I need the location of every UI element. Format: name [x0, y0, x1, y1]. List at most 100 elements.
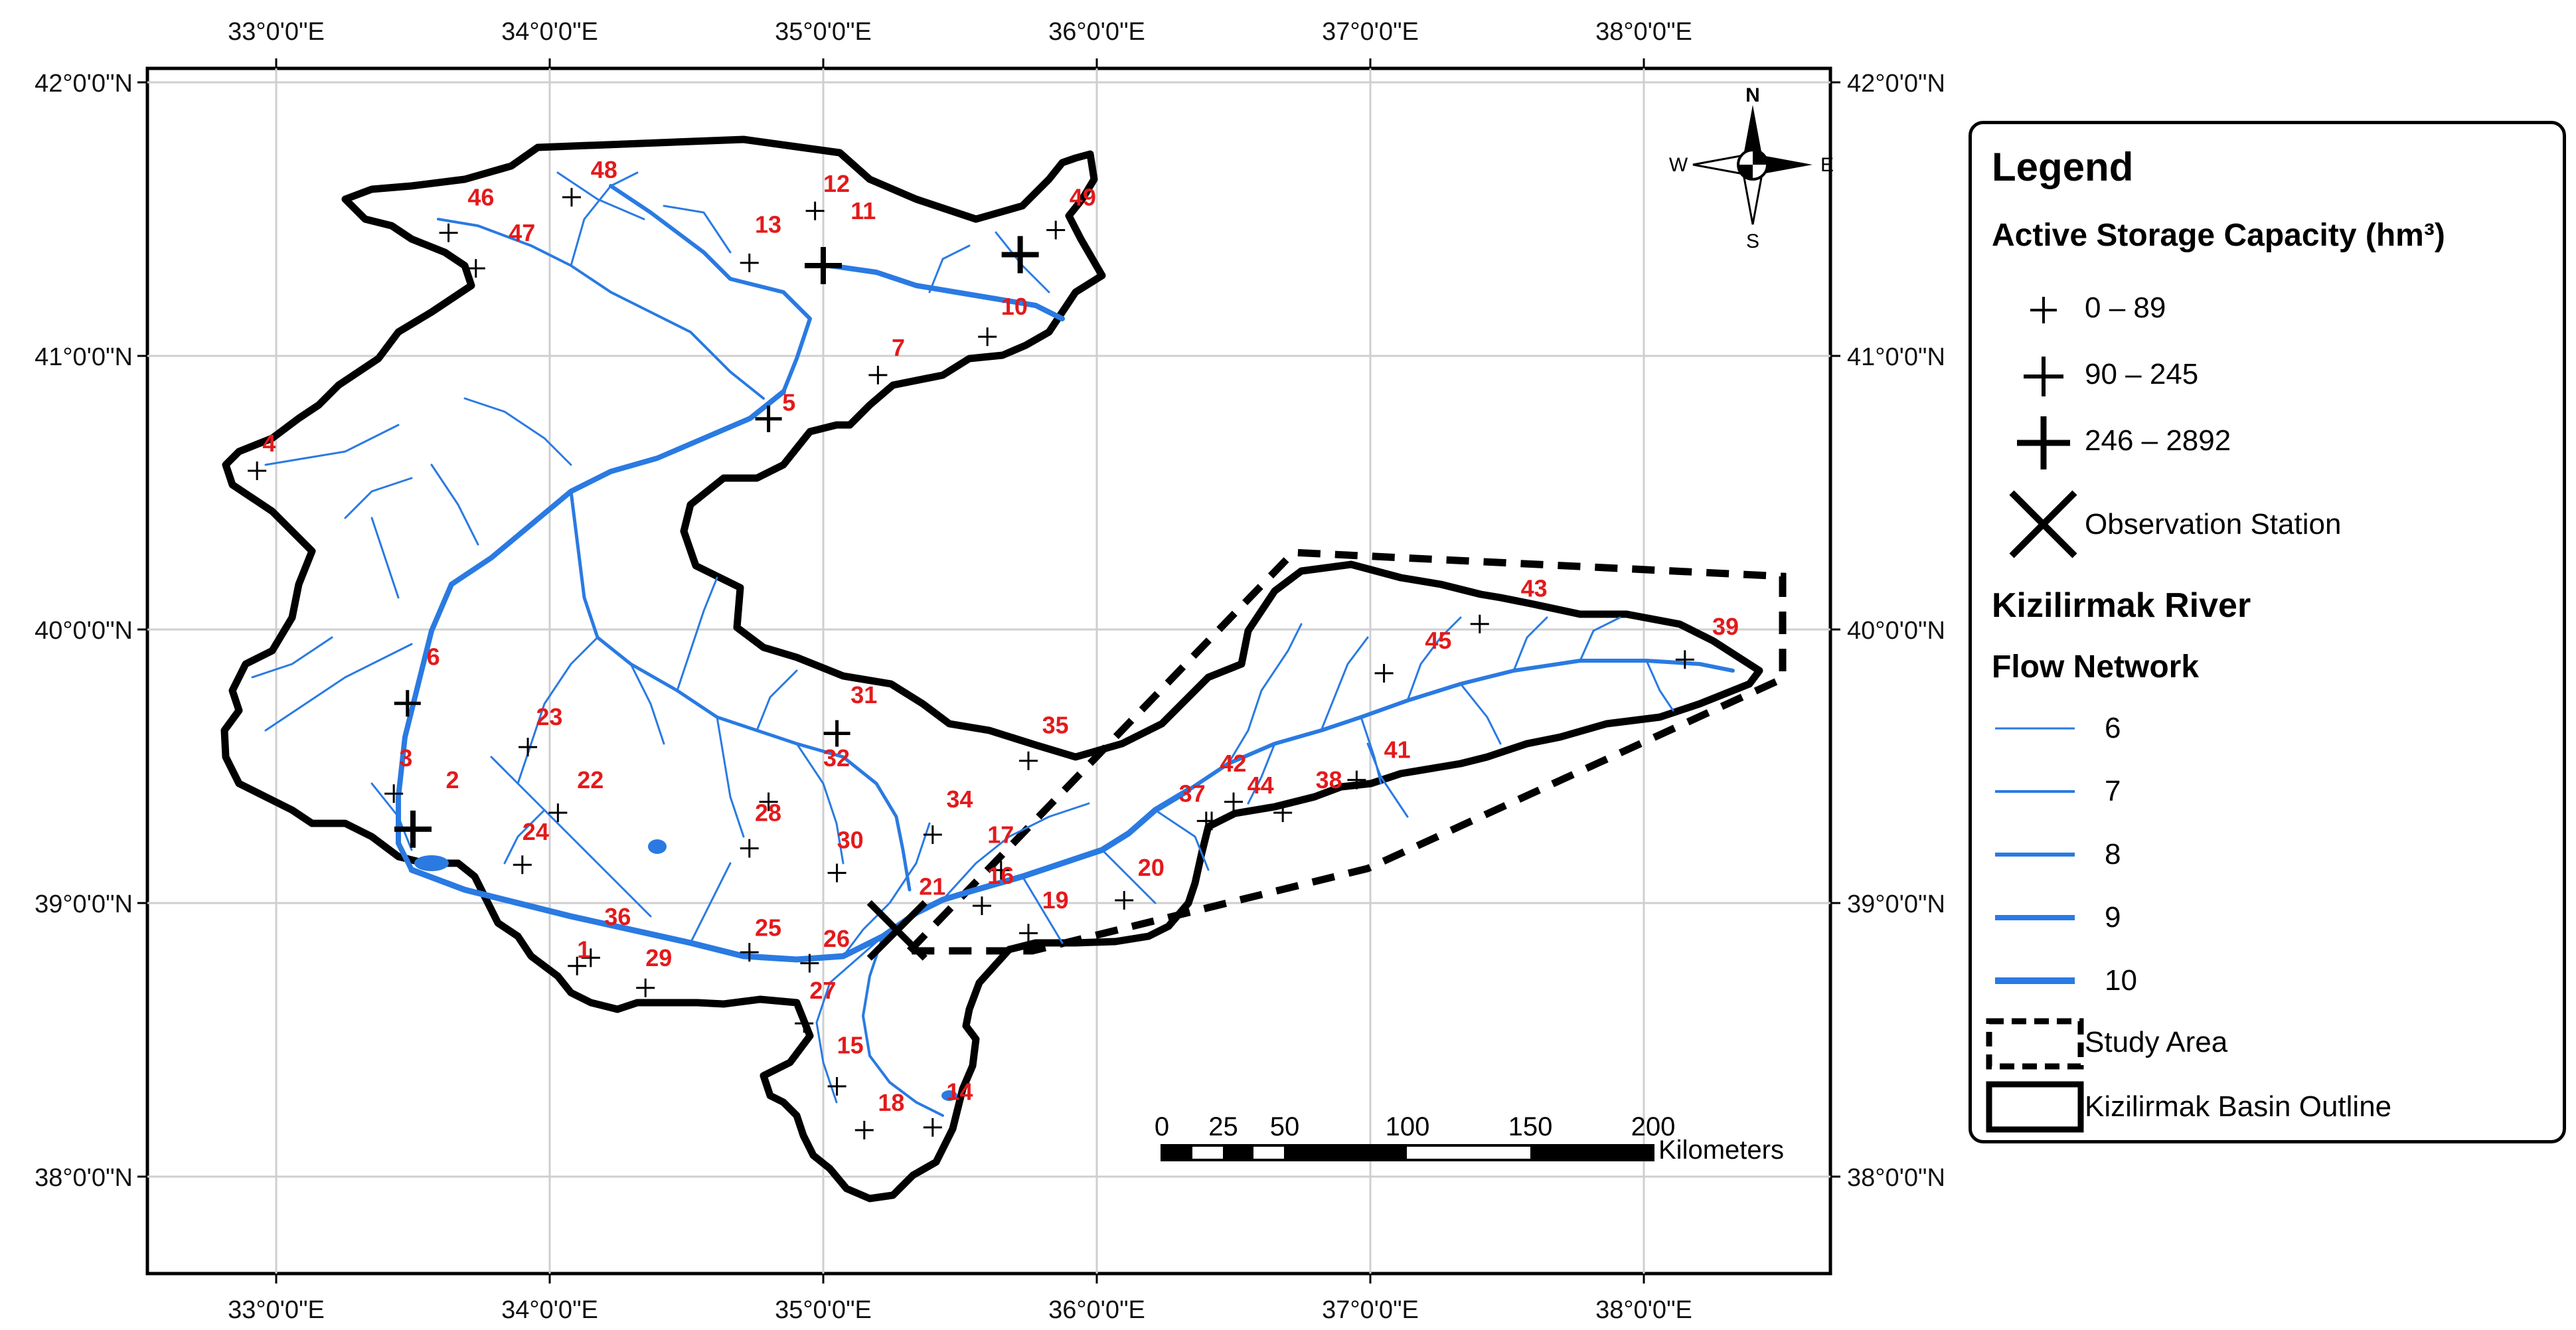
- east-label: E: [1820, 154, 1834, 176]
- scale-tick-label: 0: [1155, 1112, 1169, 1141]
- reservoir-label: 24: [523, 818, 549, 845]
- reservoir-label: 23: [536, 703, 562, 730]
- reservoir-label: 47: [509, 219, 535, 246]
- reservoir-label: 17: [987, 821, 1014, 848]
- capacity-class-1: 0 – 89: [2085, 291, 2166, 324]
- reservoir-cross-icon: [581, 948, 600, 967]
- west-label: W: [1669, 154, 1688, 176]
- reservoir-label: 25: [755, 914, 781, 941]
- reservoir-cross-icon: [466, 259, 485, 278]
- lat-label-left: 38°0'0"N: [35, 1164, 133, 1192]
- reservoir-cross-icon: [740, 943, 759, 962]
- flow-order-8: 8: [2105, 838, 2121, 871]
- scale-tick-label: 150: [1508, 1112, 1553, 1141]
- reservoir-cross-icon: [394, 810, 432, 848]
- lon-label-top: 33°0'0"E: [228, 18, 325, 46]
- lat-label-left: 42°0'0"N: [35, 70, 133, 98]
- reservoir-cross-icon: [868, 365, 888, 384]
- reservoir-label: 15: [837, 1032, 864, 1059]
- reservoir-cross-icon: [740, 839, 759, 858]
- reservoir-cross-icon: [1115, 890, 1134, 910]
- reservoir-cross-icon: [854, 1120, 874, 1139]
- basin-outline: [220, 135, 1763, 1203]
- reservoir-label: 2: [445, 766, 459, 793]
- basin-outline-label: Kizilirmak Basin Outline: [2085, 1090, 2392, 1123]
- graticule: [147, 68, 1830, 1274]
- reservoir-cross-icon: [1675, 650, 1694, 669]
- reservoir-label: 43: [1521, 575, 1548, 602]
- north-arrow-icon: N S E W: [1669, 84, 1834, 252]
- reservoir-cross-icon: [978, 327, 997, 347]
- lon-label-bottom: 36°0'0"E: [1048, 1296, 1145, 1324]
- reservoir-label: 20: [1138, 854, 1165, 881]
- reservoir-label: 13: [755, 211, 781, 238]
- river-network: [251, 171, 1735, 1117]
- north-label: N: [1745, 84, 1760, 106]
- reservoir-label: 42: [1220, 750, 1246, 777]
- reservoir-label: 26: [823, 925, 850, 952]
- flow-order-9: 9: [2105, 901, 2121, 934]
- reservoir-label: 5: [782, 388, 795, 416]
- lon-label-top: 37°0'0"E: [1322, 18, 1419, 46]
- map-frame: [145, 66, 1832, 1276]
- lon-label-bottom: 38°0'0"E: [1595, 1296, 1692, 1324]
- reservoir-cross-icon: [800, 954, 819, 973]
- reservoir-cross-icon: [384, 784, 404, 803]
- axis-labels: 33°0'0"E 33°0'0"E 34°0'0"E 34°0'0"E 35°0'0"E…: [35, 18, 1945, 1324]
- reservoir-cross-icon: [636, 978, 655, 997]
- reservoir-cross-icon: [740, 253, 759, 272]
- reservoir-label: 35: [1042, 712, 1069, 739]
- lon-label-top: 35°0'0"E: [775, 18, 872, 46]
- reservoir-cross-icon: [513, 855, 532, 874]
- reservoir-cross-icon: [1347, 770, 1366, 790]
- lat-label-left: 41°0'0"N: [35, 343, 133, 371]
- basin-outline-swatch: [1986, 1081, 2084, 1133]
- reservoir-label: 16: [987, 862, 1014, 889]
- flow-order-7-line: [1995, 790, 2075, 793]
- reservoir-label: 48: [591, 156, 617, 183]
- study-area-swatch: [1986, 1018, 2084, 1070]
- lon-label-bottom: 33°0'0"E: [228, 1296, 325, 1324]
- reservoir-cross-icon: [394, 690, 421, 717]
- cross-large-icon: [2017, 416, 2070, 469]
- lake: [941, 1090, 957, 1101]
- reservoir-label: 38: [1316, 766, 1342, 793]
- reservoir-symbols: [248, 188, 1694, 1139]
- reservoir-label: 31: [850, 681, 877, 708]
- scale-tick-label: 25: [1208, 1112, 1238, 1141]
- flow-order-6: 6: [2105, 712, 2121, 744]
- reservoir-label: 34: [946, 786, 973, 813]
- lon-label-top: 38°0'0"E: [1595, 18, 1692, 46]
- scale-bar: 0 25 50 100 150 200 Kilometers: [1155, 1112, 1784, 1165]
- reservoir-label: 46: [467, 183, 494, 210]
- study-area-outline: [901, 548, 1787, 955]
- reservoir-label: 3: [399, 744, 412, 772]
- reservoir-label: 19: [1042, 886, 1069, 914]
- river-title-2: Flow Network: [1992, 649, 2200, 685]
- reservoir-cross-icon: [548, 803, 568, 823]
- reservoir-label: 4: [262, 430, 276, 457]
- scale-tick-label: 50: [1270, 1112, 1300, 1141]
- reservoir-label: 30: [837, 827, 864, 854]
- reservoir-cross-icon: [755, 405, 782, 432]
- reservoir-cross-icon: [1224, 792, 1243, 811]
- reservoir-label: 28: [755, 799, 781, 826]
- reservoir-cross-icon: [827, 1077, 846, 1096]
- reservoir-cross-icon: [1001, 236, 1039, 274]
- lon-label-bottom: 34°0'0"E: [501, 1296, 598, 1324]
- reservoir-label: 11: [850, 197, 876, 224]
- reservoir-label: 27: [809, 977, 836, 1004]
- reservoir-label: 21: [919, 873, 945, 900]
- lake: [414, 855, 449, 871]
- capacity-title: Active Storage Capacity (hm³): [1992, 218, 2445, 253]
- river-order-9c: [827, 263, 1065, 321]
- scale-unit: Kilometers: [1658, 1135, 1784, 1165]
- reservoir-label: 1: [577, 936, 590, 963]
- lat-label-right: 41°0'0"N: [1847, 343, 1945, 371]
- study-area-label: Study Area: [2085, 1026, 2228, 1058]
- reservoir-cross-icon: [1019, 751, 1038, 770]
- reservoir-cross-icon: [923, 825, 942, 844]
- reservoir-cross-icon: [1019, 924, 1038, 943]
- lake: [648, 839, 667, 854]
- reservoir-cross-icon: [805, 201, 825, 220]
